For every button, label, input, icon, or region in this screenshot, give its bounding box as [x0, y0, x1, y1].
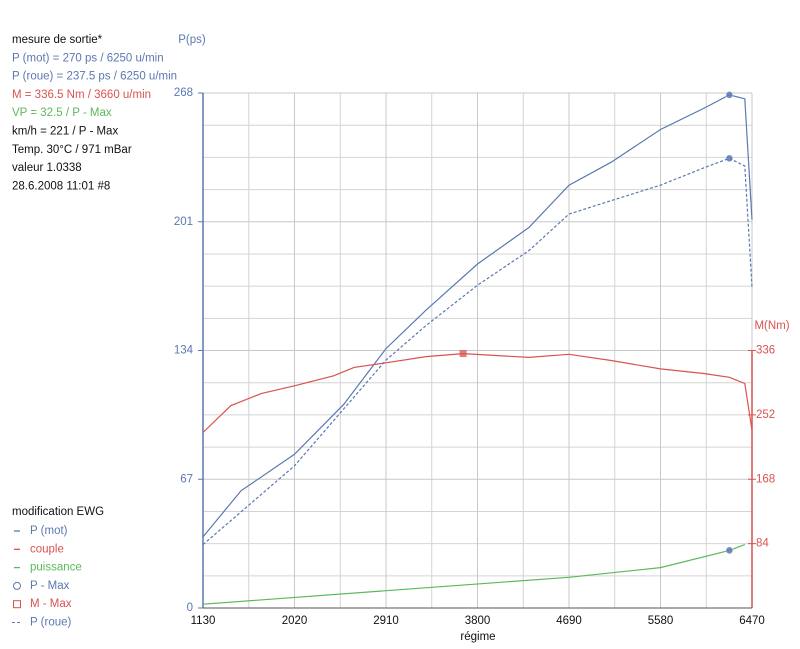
y-tick-label: 67	[180, 473, 193, 485]
max-marker	[725, 546, 734, 555]
y2-tick-label: 84	[756, 538, 769, 550]
legend-title: modification EWG	[12, 506, 104, 518]
x-axis-label: régime	[460, 631, 495, 643]
y-tick-label: 134	[174, 345, 194, 357]
y-tick-label: 0	[187, 602, 193, 614]
legend-label: M - Max	[30, 598, 72, 610]
info-line: Temp. 30°C / 971 mBar	[12, 144, 132, 156]
legend-label: P (roue)	[30, 617, 72, 629]
x-tick-label: 2910	[373, 615, 399, 627]
max-marker	[459, 350, 467, 358]
x-tick-label: 2020	[282, 615, 308, 627]
x-tick-label: 5580	[648, 615, 674, 627]
y-tick-label: 268	[174, 87, 193, 99]
legend-label: couple	[30, 543, 64, 555]
series-line	[202, 157, 753, 546]
legend-symbol	[13, 600, 21, 609]
info-line: M = 336.5 Nm / 3660 u/min	[12, 89, 151, 101]
info-line: VP = 32.5 / P - Max	[12, 107, 112, 119]
y2-tick-label: 252	[756, 409, 775, 421]
legend-symbol	[13, 581, 21, 590]
y2-tick-label: 336	[756, 345, 775, 357]
info-line: P (roue) = 237.5 ps / 6250 u/min	[12, 71, 177, 83]
info-line: mesure de sortie*	[12, 34, 103, 46]
info-line: valeur 1.0338	[12, 162, 82, 174]
y2-tick-label: 168	[756, 473, 775, 485]
x-tick-label: 1130	[191, 615, 216, 627]
series-line	[202, 544, 746, 605]
legend-label: P - Max	[30, 580, 70, 592]
max-marker	[725, 91, 734, 99]
legend-label: P (mot)	[30, 525, 68, 537]
info-line: P (mot) = 270 ps / 6250 u/min	[12, 52, 164, 64]
y-axis-label: P(ps)	[178, 34, 206, 46]
y-tick-label: 201	[174, 216, 193, 228]
info-line: 28.6.2008 11:01 #8	[12, 180, 110, 192]
max-marker	[725, 154, 734, 163]
legend-label: puissance	[30, 562, 82, 574]
x-tick-label: 6470	[739, 615, 765, 627]
x-tick-label: 4690	[556, 615, 582, 627]
series-line	[202, 94, 753, 538]
x-tick-label: 3800	[465, 615, 491, 627]
info-line: km/h = 221 / P - Max	[12, 126, 118, 138]
y2-axis-label: M(Nm)	[754, 320, 789, 332]
